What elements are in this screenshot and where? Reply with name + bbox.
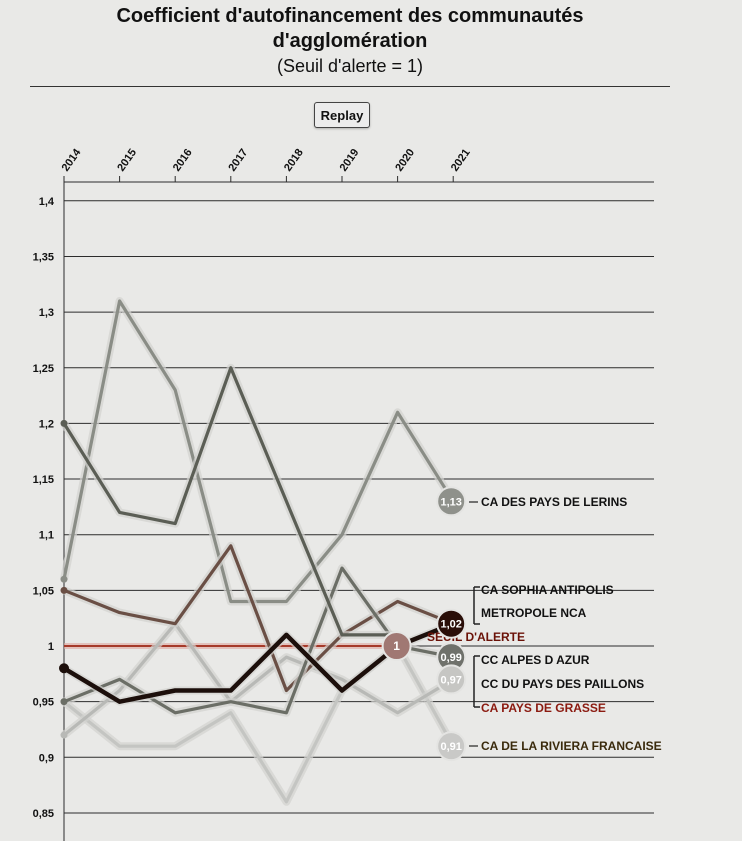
series-line [63, 644, 455, 804]
series-ca-des-pays-de-lerins [60, 297, 457, 606]
label-bracket-bottom [473, 655, 480, 708]
end-value-badge [436, 664, 467, 695]
series-start-point [60, 419, 68, 427]
y-tick-label: 1,15 [33, 474, 54, 486]
y-tick-label: 1,1 [39, 530, 54, 542]
chart-title-line-1: Coefficient d'autofinancement des commun… [116, 5, 584, 27]
series-start-point [60, 575, 68, 583]
label-bracket-top [473, 586, 480, 625]
replay-button[interactable]: Replay [314, 102, 370, 128]
y-tick-label: 1,3 [39, 307, 54, 319]
series-line [63, 622, 455, 737]
end-value-badge-label: 1,02 [440, 619, 461, 631]
series-start-point [60, 698, 68, 706]
end-value-badge [436, 608, 467, 639]
series-start-point [60, 731, 68, 739]
y-tick-label: 1,25 [33, 363, 54, 375]
series-start-point [59, 663, 69, 674]
series-name-label: METROPOLE NCA [481, 606, 587, 620]
y-tick-label: 1,05 [33, 585, 54, 597]
chart-title-line-2: d'agglomération [272, 30, 428, 52]
series-ca-pays-de-grasse [60, 541, 455, 695]
series-name-label: CC DU PAYS DES PAILLONS [481, 677, 644, 691]
x-tick-label: 2019 [338, 147, 362, 174]
end-value-badge [436, 731, 467, 762]
end-value-badge-label: 0,91 [440, 741, 461, 753]
end-value-badge [436, 486, 467, 517]
y-tick-label: 1,4 [39, 196, 55, 208]
series-line [62, 299, 455, 604]
end-value-badge-label: 1,13 [440, 496, 461, 508]
x-tick-label: 2018 [282, 147, 306, 174]
end-value-badge-label: 0,97 [440, 674, 461, 686]
series-cc-du-pays-des-paillons [60, 619, 456, 739]
series-name-label: CA SOPHIA ANTIPOLIS [481, 583, 614, 597]
x-tick-label: 2021 [449, 147, 473, 174]
series-name-label: CA DE LA RIVIERA FRANCAISE [481, 739, 662, 753]
header-divider [30, 86, 670, 87]
y-tick-label: 0,95 [33, 697, 54, 709]
y-tick-label: 0,85 [33, 808, 54, 820]
threshold-badge [381, 631, 412, 661]
chart-header: Coefficient d'autofinancement des commun… [30, 4, 670, 78]
y-tick-label: 1,2 [39, 418, 54, 430]
series-ca-sophia-antipolis [60, 363, 398, 639]
x-tick-label: 2016 [171, 147, 195, 174]
chart-subtitle: (Seuil d'alerte = 1) [276, 56, 423, 76]
y-tick-label: 0,9 [39, 752, 54, 764]
series-line-halo [60, 297, 457, 606]
series-line [63, 544, 454, 693]
series-name-label: CC ALPES D AZUR [481, 653, 590, 667]
y-tick-label: 1,35 [33, 251, 54, 263]
x-tick-label: 2015 [115, 147, 139, 174]
series-line [62, 366, 398, 637]
series-line-halo [61, 642, 457, 806]
x-tick-label: 2020 [393, 147, 417, 174]
y-tick-label: 1 [48, 641, 54, 653]
end-value-badge-label: 0,99 [440, 652, 461, 664]
series-name-label: CA DES PAYS DE LERINS [481, 495, 627, 509]
x-tick-label: 2014 [60, 146, 84, 174]
threshold-badge-label: 1 [393, 639, 400, 653]
series-name-label: CA PAYS DE GRASSE [481, 701, 606, 715]
series-start-point [60, 586, 68, 594]
x-tick-label: 2017 [226, 147, 250, 174]
